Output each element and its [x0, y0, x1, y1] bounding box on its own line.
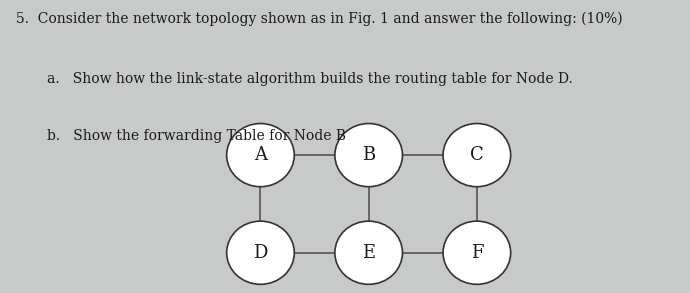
Text: a.   Show how the link-state algorithm builds the routing table for Node D.: a. Show how the link-state algorithm bui… [48, 72, 573, 86]
Text: b.   Show the forwarding Table for Node B: b. Show the forwarding Table for Node B [48, 129, 346, 143]
Text: F: F [471, 244, 483, 262]
Ellipse shape [226, 124, 295, 187]
Ellipse shape [443, 124, 511, 187]
Text: A: A [254, 146, 267, 164]
Ellipse shape [335, 221, 402, 284]
Ellipse shape [443, 221, 511, 284]
Text: C: C [470, 146, 484, 164]
Text: 5.  Consider the network topology shown as in Fig. 1 and answer the following: (: 5. Consider the network topology shown a… [16, 11, 622, 26]
Text: B: B [362, 146, 375, 164]
Text: E: E [362, 244, 375, 262]
Ellipse shape [335, 124, 402, 187]
Ellipse shape [226, 221, 295, 284]
Text: D: D [253, 244, 268, 262]
